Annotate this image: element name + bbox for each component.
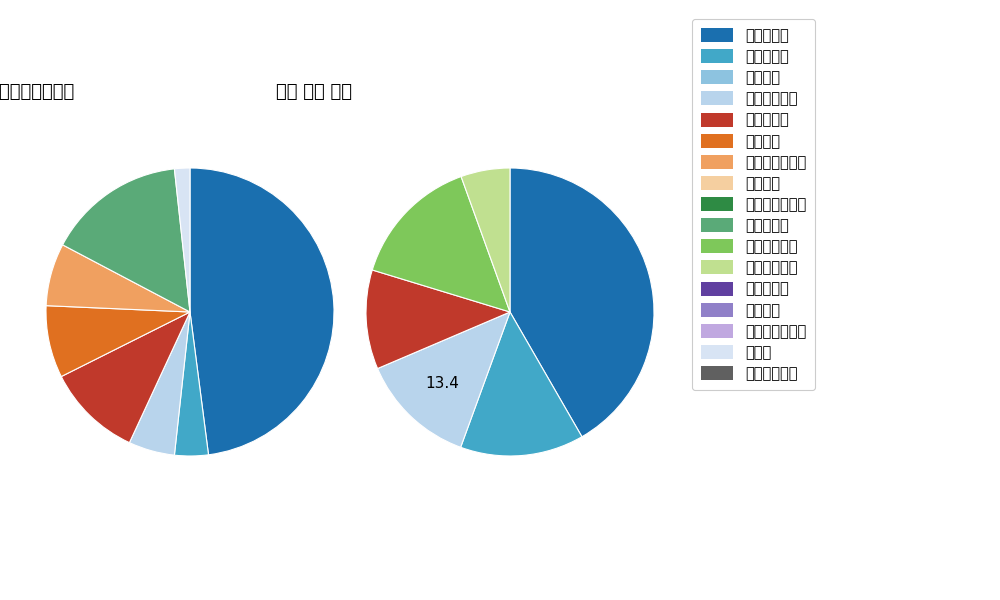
Wedge shape <box>174 168 190 312</box>
Wedge shape <box>378 312 510 447</box>
Wedge shape <box>461 312 582 456</box>
Wedge shape <box>190 168 334 455</box>
Text: 若月 健矢 選手: 若月 健矢 選手 <box>276 83 352 101</box>
Legend: ストレート, ツーシーム, シュート, カットボール, スプリット, フォーク, チェンジアップ, シンカー, 高速スライダー, スライダー, 縦スライダー, : ストレート, ツーシーム, シュート, カットボール, スプリット, フォーク,… <box>692 19 815 390</box>
Wedge shape <box>372 176 510 312</box>
Wedge shape <box>366 270 510 368</box>
Wedge shape <box>63 169 190 312</box>
Wedge shape <box>46 305 190 377</box>
Wedge shape <box>46 245 190 312</box>
Text: パ・リーグ全プレイヤー: パ・リーグ全プレイヤー <box>0 83 74 101</box>
Wedge shape <box>61 312 190 443</box>
Wedge shape <box>129 312 190 455</box>
Wedge shape <box>461 168 510 312</box>
Wedge shape <box>174 312 209 456</box>
Wedge shape <box>510 168 654 437</box>
Text: 13.4: 13.4 <box>426 376 460 391</box>
